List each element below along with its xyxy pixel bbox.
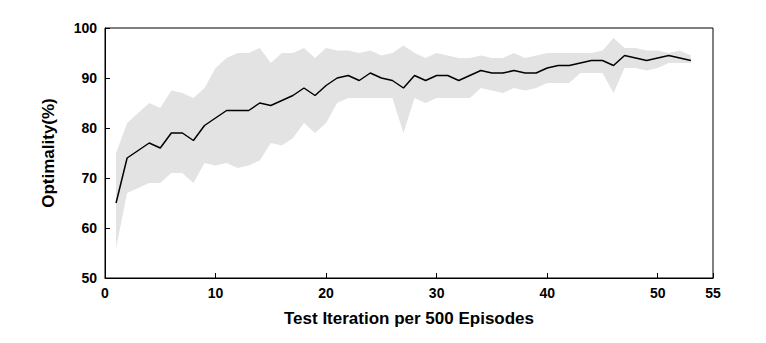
svg-text:60: 60 <box>81 220 97 236</box>
svg-text:10: 10 <box>208 285 224 301</box>
svg-text:40: 40 <box>539 285 555 301</box>
svg-text:0: 0 <box>101 285 109 301</box>
svg-text:80: 80 <box>81 120 97 136</box>
svg-text:50: 50 <box>650 285 666 301</box>
svg-text:30: 30 <box>429 285 445 301</box>
svg-text:90: 90 <box>81 70 97 86</box>
svg-text:Optimality(%): Optimality(%) <box>39 98 58 208</box>
svg-text:70: 70 <box>81 170 97 186</box>
svg-text:Test Iteration per 500 Episode: Test Iteration per 500 Episodes <box>284 309 534 328</box>
svg-text:100: 100 <box>74 20 98 36</box>
svg-text:55: 55 <box>705 285 721 301</box>
svg-text:50: 50 <box>81 270 97 286</box>
svg-text:20: 20 <box>318 285 334 301</box>
